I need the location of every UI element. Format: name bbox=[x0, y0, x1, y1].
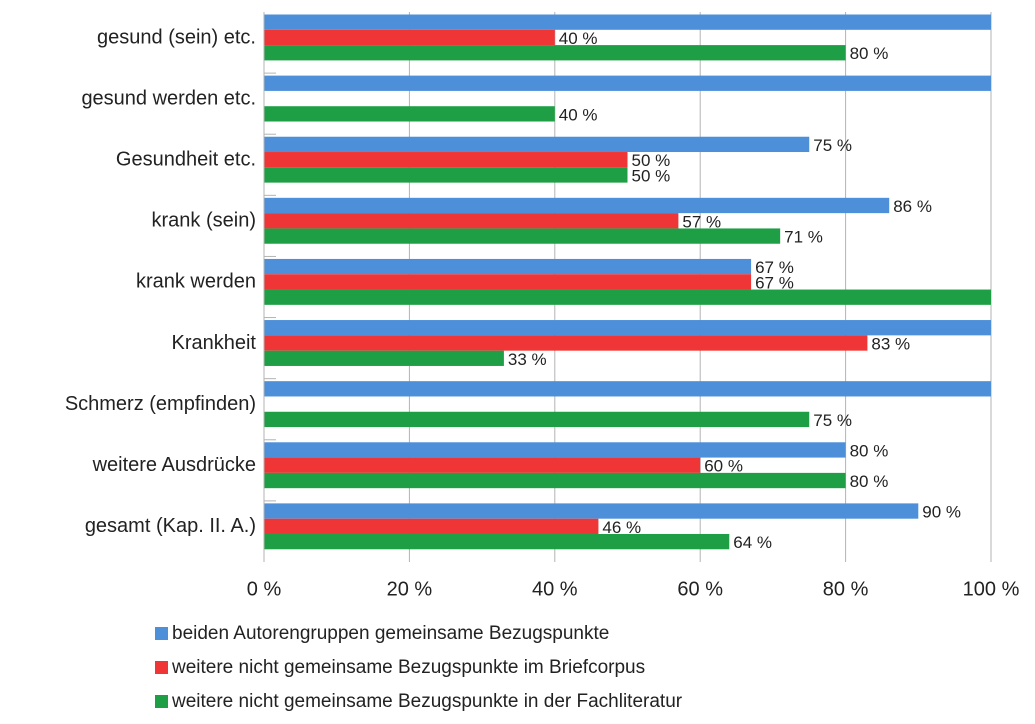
value-label: 80 % bbox=[850, 472, 889, 491]
bar bbox=[264, 228, 781, 244]
bar bbox=[264, 320, 991, 336]
bar bbox=[264, 152, 628, 168]
bar bbox=[264, 106, 555, 122]
y-tick-label: Gesundheit etc. bbox=[116, 149, 256, 171]
bar bbox=[264, 411, 810, 428]
bar bbox=[264, 289, 991, 305]
y-tick-label: Krankheit bbox=[172, 332, 257, 354]
value-label: 60 % bbox=[704, 457, 743, 476]
value-label: 33 % bbox=[508, 350, 547, 369]
value-label: 40 % bbox=[559, 105, 598, 124]
bar bbox=[264, 14, 991, 30]
value-label: 75 % bbox=[813, 411, 852, 430]
x-tick-label: 100 % bbox=[963, 578, 1020, 600]
value-label: 86 % bbox=[893, 197, 932, 216]
value-label: 50 % bbox=[632, 151, 671, 170]
value-label: 40 % bbox=[559, 29, 598, 48]
value-label: 80 % bbox=[850, 44, 889, 63]
bar bbox=[264, 503, 919, 519]
bar bbox=[264, 213, 679, 229]
value-label: 67 % bbox=[755, 258, 794, 277]
value-label: 67 % bbox=[755, 273, 794, 292]
legend-swatch bbox=[155, 695, 168, 708]
y-tick-label: Schmerz (empfinden) bbox=[65, 393, 256, 415]
bar bbox=[264, 442, 846, 458]
bar bbox=[264, 136, 810, 153]
value-label: 75 % bbox=[813, 136, 852, 155]
bar bbox=[264, 75, 991, 91]
bar bbox=[264, 274, 752, 290]
bar bbox=[264, 45, 846, 61]
bar bbox=[264, 350, 504, 366]
y-tick-label: weitere Ausdrücke bbox=[92, 454, 256, 476]
y-tick-label: gesamt (Kap. II. A.) bbox=[85, 515, 256, 537]
value-label: 46 % bbox=[602, 518, 641, 537]
legend-label: beiden Autorengruppen gemeinsame Bezugsp… bbox=[172, 623, 609, 644]
x-tick-label: 80 % bbox=[823, 578, 869, 600]
bar bbox=[264, 381, 991, 397]
value-label: 57 % bbox=[682, 212, 721, 231]
bar bbox=[264, 518, 599, 534]
value-label: 80 % bbox=[850, 441, 889, 460]
x-tick-label: 40 % bbox=[532, 578, 578, 600]
bar bbox=[264, 472, 846, 489]
y-tick-label: gesund (sein) etc. bbox=[97, 26, 256, 48]
value-label: 64 % bbox=[733, 533, 772, 552]
bar bbox=[264, 197, 890, 214]
legend-swatch bbox=[155, 627, 168, 640]
bar bbox=[264, 335, 868, 351]
x-tick-label: 20 % bbox=[387, 578, 433, 600]
legend-label: weitere nicht gemeinsame Bezugspunkte im… bbox=[171, 657, 645, 678]
value-label: 83 % bbox=[871, 334, 910, 353]
bar bbox=[264, 29, 555, 46]
legend-label: weitere nicht gemeinsame Bezugspunkte in… bbox=[171, 691, 683, 712]
y-tick-label: krank (sein) bbox=[152, 210, 256, 232]
y-tick-label: krank werden bbox=[136, 271, 256, 293]
x-tick-label: 60 % bbox=[677, 578, 723, 600]
y-tick-label: gesund werden etc. bbox=[81, 87, 256, 109]
value-label: 50 % bbox=[632, 166, 671, 185]
bar bbox=[264, 457, 701, 473]
value-label: 90 % bbox=[922, 503, 961, 522]
legend-swatch bbox=[155, 661, 168, 674]
x-tick-label: 0 % bbox=[247, 578, 282, 600]
bar bbox=[264, 533, 730, 550]
bar bbox=[264, 167, 628, 183]
value-label: 71 % bbox=[784, 228, 823, 247]
bar bbox=[264, 258, 752, 275]
